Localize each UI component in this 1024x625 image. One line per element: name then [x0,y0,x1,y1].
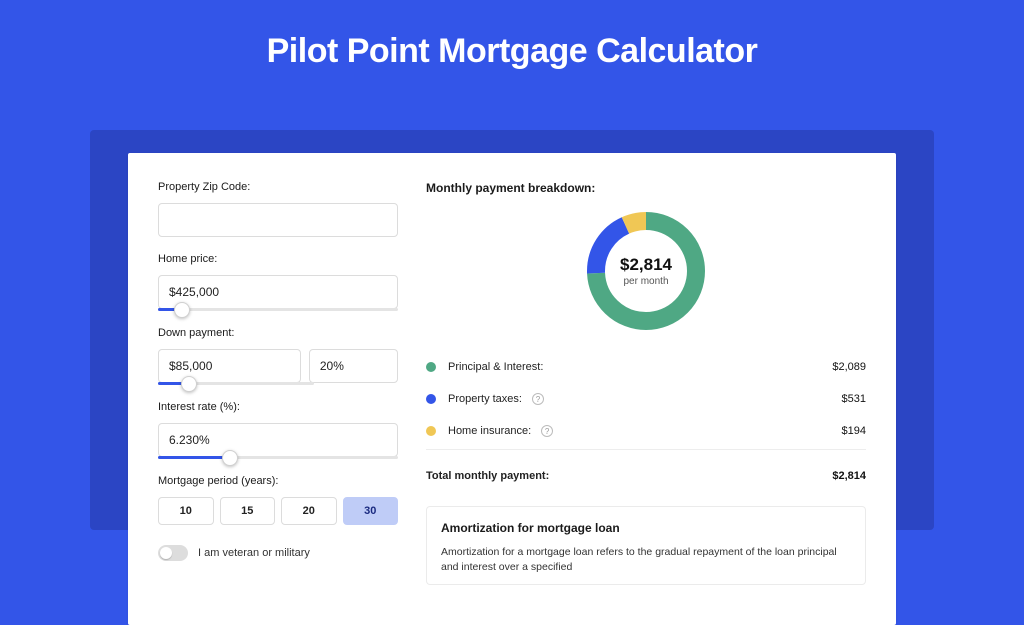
home-price-slider-thumb[interactable] [174,302,190,318]
home-price-slider[interactable] [158,308,398,311]
interest-rate-label: Interest rate (%): [158,401,398,413]
swatch-principal [426,362,436,372]
period-option-15[interactable]: 15 [220,497,276,525]
swatch-insurance [426,426,436,436]
donut-amount: $2,814 [620,255,672,275]
zip-field: Property Zip Code: [158,181,398,237]
breakdown-row-principal: Principal & Interest: $2,089 [426,351,866,383]
interest-rate-field: Interest rate (%): [158,401,398,459]
breakdown-list: Principal & Interest: $2,089 Property taxe… [426,351,866,447]
breakdown-value-taxes: $531 [842,393,866,405]
veteran-toggle-knob [160,547,172,559]
down-payment-pct-input[interactable] [309,349,398,383]
veteran-toggle[interactable] [158,545,188,561]
period-option-30[interactable]: 30 [343,497,399,525]
amortization-text: Amortization for a mortgage loan refers … [441,545,851,574]
down-payment-input[interactable] [158,349,301,383]
total-value: $2,814 [832,470,866,482]
down-payment-slider-thumb[interactable] [181,376,197,392]
page-title: Pilot Point Mortgage Calculator [0,32,1024,71]
breakdown-value-insurance: $194 [842,425,866,437]
breakdown-row-taxes: Property taxes:? $531 [426,383,866,415]
interest-rate-input[interactable] [158,423,398,457]
veteran-label: I am veteran or military [198,547,310,559]
interest-rate-slider-fill [158,456,230,459]
zip-label: Property Zip Code: [158,181,398,193]
down-payment-field: Down payment: [158,327,398,385]
donut-chart-wrap: $2,814 per month [426,201,866,351]
period-options: 10152030 [158,497,398,525]
interest-rate-slider[interactable] [158,456,398,459]
help-icon[interactable]: ? [532,393,544,405]
zip-input[interactable] [158,203,398,237]
period-option-10[interactable]: 10 [158,497,214,525]
form-column: Property Zip Code: Home price: Down paym… [158,181,398,585]
veteran-row: I am veteran or military [158,545,398,561]
period-label: Mortgage period (years): [158,475,398,487]
total-label: Total monthly payment: [426,470,549,482]
breakdown-title: Monthly payment breakdown: [426,181,866,195]
swatch-taxes [426,394,436,404]
amortization-box: Amortization for mortgage loan Amortizat… [426,506,866,585]
period-field: Mortgage period (years): 10152030 [158,475,398,525]
period-option-20[interactable]: 20 [281,497,337,525]
donut-chart: $2,814 per month [582,207,710,335]
home-price-label: Home price: [158,253,398,265]
interest-rate-slider-thumb[interactable] [222,450,238,466]
donut-sub: per month [623,276,668,287]
page-header: Pilot Point Mortgage Calculator [0,0,1024,95]
breakdown-total-row: Total monthly payment: $2,814 [426,460,866,492]
help-icon[interactable]: ? [541,425,553,437]
breakdown-label-taxes: Property taxes: [448,393,522,405]
breakdown-column: Monthly payment breakdown: $2,814 per mo… [426,181,866,585]
down-payment-slider[interactable] [158,382,314,385]
breakdown-row-insurance: Home insurance:? $194 [426,415,866,447]
home-price-field: Home price: [158,253,398,311]
breakdown-divider [426,449,866,450]
breakdown-label-insurance: Home insurance: [448,425,531,437]
calculator-card: Property Zip Code: Home price: Down paym… [128,153,896,625]
donut-center: $2,814 per month [582,207,710,335]
amortization-title: Amortization for mortgage loan [441,521,851,535]
home-price-input[interactable] [158,275,398,309]
breakdown-label-principal: Principal & Interest: [448,361,543,373]
down-payment-label: Down payment: [158,327,398,339]
breakdown-value-principal: $2,089 [832,361,866,373]
